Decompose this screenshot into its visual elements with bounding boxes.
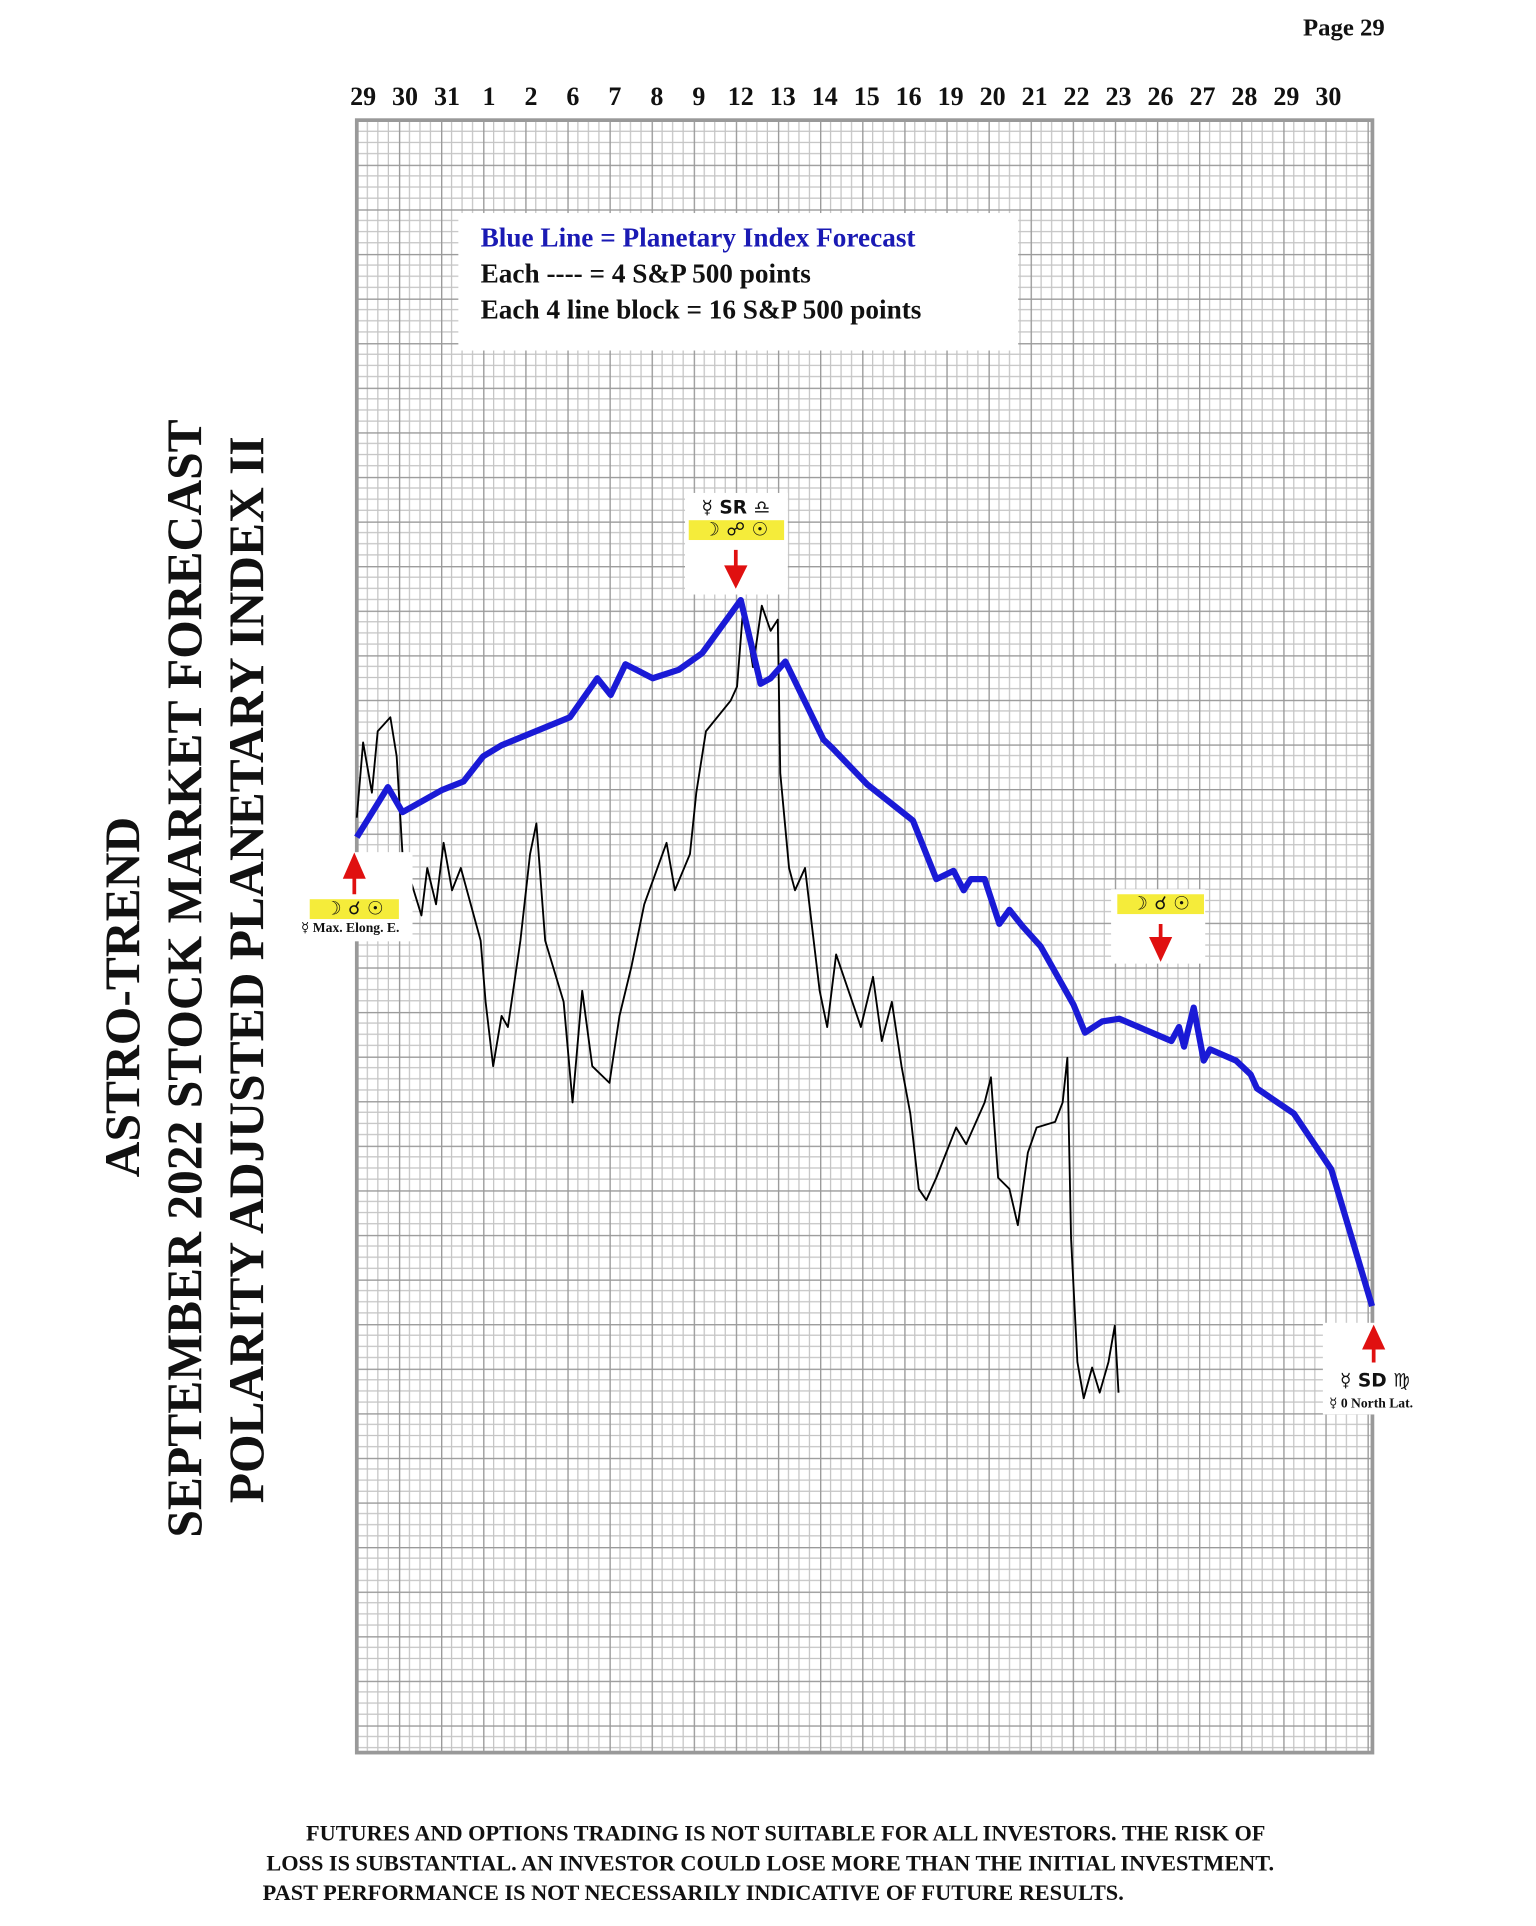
annotation-text: ☿ Max. Elong. E. [301, 920, 399, 935]
legend-line: Each ---- = 4 S&P 500 points [481, 258, 811, 288]
highlight [309, 899, 399, 920]
x-tick-label: 13 [770, 82, 796, 111]
disclaimer-line: FUTURES AND OPTIONS TRADING IS NOT SUITA… [306, 1821, 1265, 1846]
annotation-text: ☿ SR ♎ [701, 497, 770, 518]
grid [354, 118, 1375, 1755]
arrow [724, 549, 748, 589]
annotation-box [1322, 1322, 1440, 1415]
x-tick-label: 26 [1147, 82, 1173, 111]
x-tick-label: 19 [938, 82, 964, 111]
x-tick-label: 6 [566, 82, 579, 111]
annotation-text: ☽ ☌ ☉ [1131, 894, 1190, 915]
title-line: POLARITY ADJUSTED PLANETARY INDEX II [219, 436, 274, 1503]
arrow [1149, 923, 1173, 962]
x-tick-label: 31 [434, 82, 460, 111]
plot-area [354, 118, 1376, 1755]
annotation-text: ☽ ☌ ☉ [325, 899, 384, 920]
x-tick-label: 14 [812, 82, 838, 111]
x-tick-label: 7 [608, 82, 621, 111]
arrow [1362, 1324, 1386, 1363]
x-tick-label: 30 [1315, 82, 1341, 111]
legend: Blue Line = Planetary Index Forecast Eac… [458, 213, 1019, 351]
x-tick-label: 29 [1273, 82, 1299, 111]
annotations: ☿ SR ♎ ☽ ☍ ☉ ☽ ☌ ☉ ☿ Max. Elong. E. ☽ ☌ … [301, 492, 1440, 1415]
annotation-text: ☿ SD ♍ [1340, 1371, 1410, 1392]
x-tick-label: 23 [1106, 82, 1132, 111]
highlight [1117, 894, 1204, 915]
legend-box [458, 213, 1019, 351]
x-tick-label: 28 [1231, 82, 1257, 111]
x-tick-label: 16 [896, 82, 922, 111]
market-line [355, 604, 1120, 1400]
x-tick-label: 21 [1022, 82, 1048, 111]
annotation-text: ☿ 0 North Lat. [1329, 1396, 1413, 1411]
arrow [342, 852, 366, 895]
x-tick-label: 15 [854, 82, 880, 111]
highlight [688, 520, 785, 541]
disclaimer-line: PAST PERFORMANCE IS NOT NECESSARILY INDI… [263, 1880, 1124, 1905]
x-tick-label: 27 [1189, 82, 1215, 111]
x-tick-label: 1 [482, 82, 495, 111]
x-tick-label: 12 [728, 82, 754, 111]
x-tick-label: 2 [524, 82, 537, 111]
x-tick-label: 29 [350, 82, 376, 111]
legend-line: Blue Line = Planetary Index Forecast [481, 223, 916, 253]
page-label: Page 29 [1303, 14, 1385, 41]
title-line: ASTRO-TREND [95, 817, 150, 1178]
x-tick-label: 30 [392, 82, 418, 111]
title: ASTRO-TREND SEPTEMBER 2022 STOCK MARKET … [95, 419, 274, 1537]
x-tick-label: 9 [692, 82, 705, 111]
x-tick-label: 8 [650, 82, 663, 111]
forecast-line [354, 596, 1376, 1307]
legend-line: Each 4 line block = 16 S&P 500 points [481, 294, 922, 324]
title-line: SEPTEMBER 2022 STOCK MARKET FORECAST [157, 419, 212, 1537]
annotation-text: ☽ ☍ ☉ [703, 520, 768, 541]
disclaimer-line: LOSS IS SUBSTANTIAL. AN INVESTOR COULD L… [266, 1850, 1274, 1875]
x-tick-label: 22 [1064, 82, 1090, 111]
disclaimer: FUTURES AND OPTIONS TRADING IS NOT SUITA… [263, 1821, 1274, 1905]
x-tick-label: 20 [980, 82, 1006, 111]
